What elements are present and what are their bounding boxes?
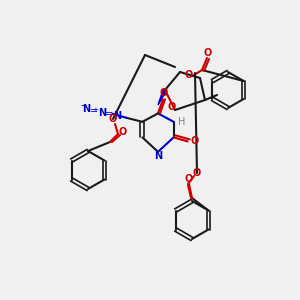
Text: O: O	[160, 88, 168, 98]
Text: +: +	[92, 107, 98, 113]
Text: O: O	[168, 102, 176, 112]
Text: N: N	[98, 108, 106, 118]
Polygon shape	[158, 90, 167, 105]
Text: O: O	[185, 174, 193, 184]
Text: O: O	[119, 127, 127, 137]
Text: N: N	[154, 151, 162, 161]
Text: O: O	[190, 136, 199, 146]
Text: O: O	[109, 114, 117, 124]
Text: N: N	[113, 111, 122, 121]
Text: O: O	[185, 70, 193, 80]
Text: -: -	[81, 100, 84, 110]
Text: H: H	[178, 117, 185, 127]
Text: N: N	[82, 104, 91, 114]
Text: O: O	[204, 48, 212, 58]
Text: =: =	[90, 106, 98, 116]
Text: =: =	[105, 109, 113, 119]
Text: O: O	[193, 168, 201, 178]
